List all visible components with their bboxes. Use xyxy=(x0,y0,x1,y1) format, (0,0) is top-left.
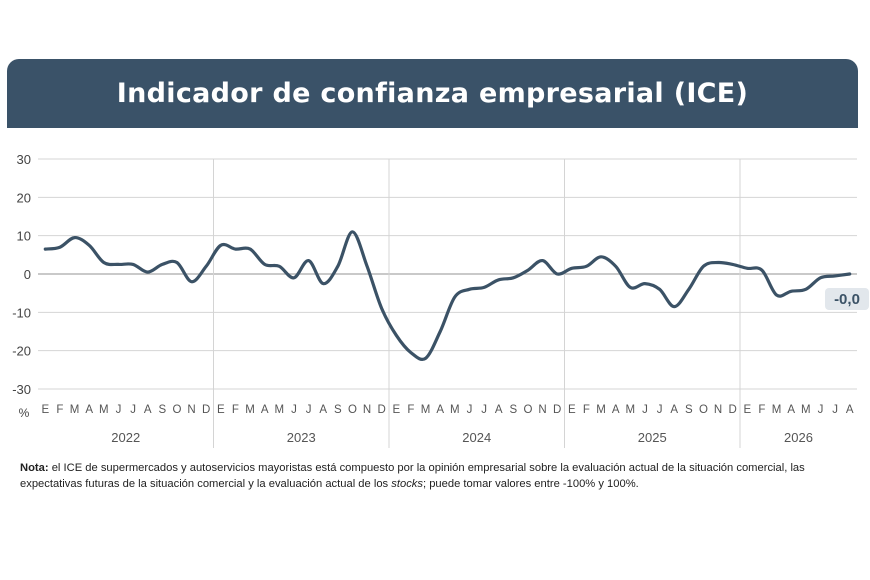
month-tick-label: N xyxy=(714,404,722,416)
month-tick-label: M xyxy=(421,404,431,416)
year-label: 2024 xyxy=(462,430,491,445)
month-tick-label: M xyxy=(70,404,80,416)
year-label: 2026 xyxy=(784,430,813,445)
month-tick-label: M xyxy=(626,404,636,416)
y-axis-unit: % xyxy=(19,406,30,420)
last-value-badge xyxy=(825,288,869,310)
month-tick-label: F xyxy=(56,404,63,416)
note-prefix: Nota: xyxy=(20,462,49,474)
chart-note: Nota: el ICE de supermercados y autoserv… xyxy=(20,460,850,492)
month-tick-label: D xyxy=(202,404,210,416)
month-tick-label: A xyxy=(85,404,93,416)
month-tick-label: A xyxy=(319,404,327,416)
note-text-1: el ICE de supermercados y autoservicios … xyxy=(20,462,805,490)
month-tick-label: E xyxy=(217,404,225,416)
title-banner: Indicador de confianza empresarial (ICE) xyxy=(7,59,858,128)
month-tick-label: J xyxy=(818,404,824,416)
month-tick-label: E xyxy=(392,404,400,416)
month-tick-label: F xyxy=(583,404,590,416)
month-tick-label: J xyxy=(130,404,136,416)
month-tick-label: M xyxy=(596,404,606,416)
series-line xyxy=(43,230,852,362)
month-tick-label: A xyxy=(787,404,795,416)
month-tick-label: O xyxy=(172,404,181,416)
note-text-2: ; puede tomar valores entre -100% y 100%… xyxy=(422,478,639,490)
month-tick-label: F xyxy=(232,404,239,416)
month-tick-label: M xyxy=(450,404,460,416)
month-tick-label: D xyxy=(553,404,561,416)
month-tick-label: J xyxy=(657,404,663,416)
note-text-italic: stocks xyxy=(391,478,423,490)
month-tick-label: O xyxy=(523,404,532,416)
y-tick-label: 10 xyxy=(17,229,31,244)
month-tick-label: A xyxy=(846,404,854,416)
month-tick-label: F xyxy=(758,404,765,416)
month-tick-label: S xyxy=(158,404,166,416)
month-tick-label: M xyxy=(772,404,782,416)
month-tick-label: S xyxy=(334,404,342,416)
month-tick-label: O xyxy=(348,404,357,416)
month-tick-label: S xyxy=(685,404,693,416)
month-tick-label: M xyxy=(801,404,811,416)
y-tick-label: -20 xyxy=(12,344,31,359)
month-tick-label: A xyxy=(612,404,620,416)
month-tick-label: A xyxy=(261,404,269,416)
month-tick-label: A xyxy=(495,404,503,416)
month-tick-label: F xyxy=(407,404,414,416)
y-tick-label: 20 xyxy=(17,190,31,205)
year-label: 2025 xyxy=(638,430,667,445)
month-tick-label: A xyxy=(670,404,678,416)
month-tick-label: J xyxy=(467,404,473,416)
month-tick-label: J xyxy=(481,404,487,416)
month-tick-label: N xyxy=(538,404,546,416)
month-tick-label: J xyxy=(642,404,648,416)
y-tick-label: -30 xyxy=(12,382,31,397)
month-tick-label: A xyxy=(436,404,444,416)
month-tick-label: S xyxy=(509,404,517,416)
month-tick-label: J xyxy=(306,404,312,416)
last-value-label: -0,0 xyxy=(834,291,860,308)
year-label: 2022 xyxy=(111,430,140,445)
y-tick-label: 0 xyxy=(24,267,31,282)
y-tick-label: -10 xyxy=(12,305,31,320)
month-tick-label: E xyxy=(743,404,751,416)
month-tick-label: J xyxy=(832,404,838,416)
month-tick-label: M xyxy=(99,404,109,416)
year-label: 2023 xyxy=(287,430,316,445)
month-tick-label: O xyxy=(699,404,708,416)
month-tick-label: N xyxy=(363,404,371,416)
month-tick-label: J xyxy=(291,404,297,416)
month-tick-label: A xyxy=(144,404,152,416)
month-tick-label: D xyxy=(378,404,386,416)
chart-title: Indicador de confianza empresarial (ICE) xyxy=(116,78,749,109)
month-tick-label: E xyxy=(41,404,49,416)
month-tick-label: J xyxy=(116,404,122,416)
month-tick-label: M xyxy=(275,404,285,416)
month-tick-label: E xyxy=(568,404,576,416)
month-tick-label: D xyxy=(729,404,737,416)
month-tick-label: M xyxy=(245,404,255,416)
month-tick-label: N xyxy=(187,404,195,416)
y-tick-label: 30 xyxy=(17,152,31,167)
